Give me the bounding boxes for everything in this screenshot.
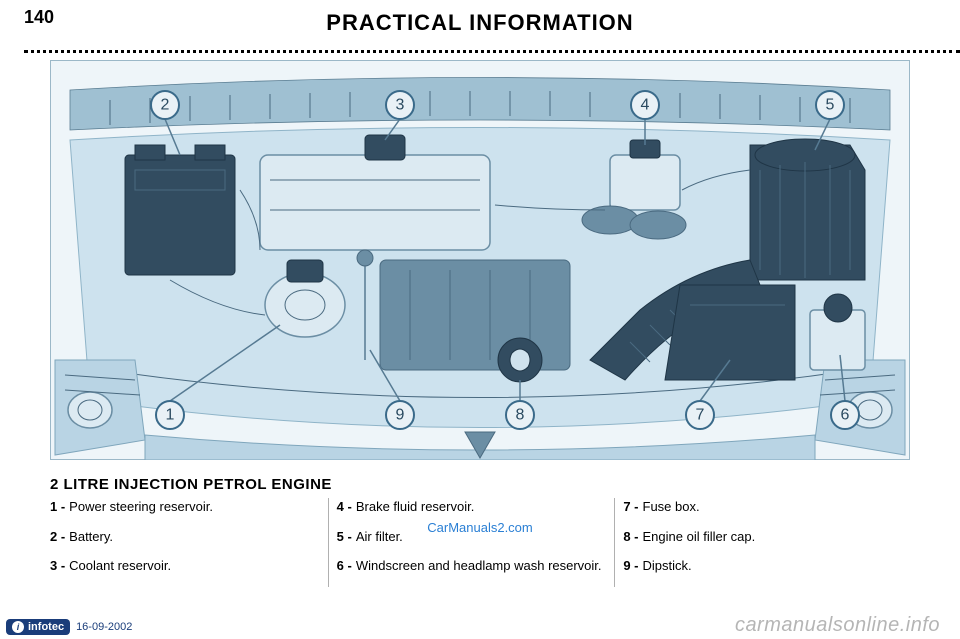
divider-dotted <box>24 50 960 53</box>
part-air-filter <box>750 139 865 280</box>
callout-7: 7 <box>686 401 714 429</box>
svg-text:3: 3 <box>396 97 405 114</box>
legend-col-2: 4 -Brake fluid reservoir. 5 -Air filter.… <box>337 498 624 587</box>
watermark-bottom: carmanualsonline.info <box>735 614 940 637</box>
headlamp-left <box>55 360 145 455</box>
legend-columns: 1 -Power steering reservoir. 2 -Battery.… <box>50 498 910 587</box>
legend-item: 2 -Battery. <box>50 528 319 546</box>
svg-text:8: 8 <box>516 407 525 424</box>
legend-item: 6 -Windscreen and headlamp wash reservoi… <box>337 557 606 575</box>
callout-1: 1 <box>156 401 184 429</box>
callout-2: 2 <box>151 91 179 119</box>
svg-text:9: 9 <box>396 407 405 424</box>
callout-6: 6 <box>831 401 859 429</box>
legend-item: 7 -Fuse box. <box>623 498 892 516</box>
legend-item: 4 -Brake fluid reservoir. <box>337 498 606 516</box>
legend-item: 3 -Coolant reservoir. <box>50 557 319 575</box>
legend-item: 1 -Power steering reservoir. <box>50 498 319 516</box>
legend-col-1: 1 -Power steering reservoir. 2 -Battery.… <box>50 498 337 587</box>
svg-text:2: 2 <box>161 97 170 114</box>
callout-9: 9 <box>386 401 414 429</box>
legend-item: 9 -Dipstick. <box>623 557 892 575</box>
chapter-title: PRACTICAL INFORMATION <box>0 10 960 36</box>
callout-8: 8 <box>506 401 534 429</box>
svg-text:6: 6 <box>841 407 850 424</box>
part-fuse-box <box>665 285 795 380</box>
section-title: 2 LITRE INJECTION PETROL ENGINE <box>50 476 332 493</box>
svg-text:7: 7 <box>696 407 705 424</box>
engine-diagram: 2 3 4 5 1 9 8 7 6 <box>50 60 910 460</box>
svg-text:5: 5 <box>826 97 835 114</box>
callout-4: 4 <box>631 91 659 119</box>
infotec-badge: i infotec <box>6 619 70 635</box>
callout-5: 5 <box>816 91 844 119</box>
legend-col-3: 7 -Fuse box. 8 -Engine oil filler cap. 9… <box>623 498 910 587</box>
footer: i infotec 16-09-2002 <box>6 619 132 635</box>
legend-item: 5 -Air filter. <box>337 528 606 546</box>
legend-item: 8 -Engine oil filler cap. <box>623 528 892 546</box>
callout-3: 3 <box>386 91 414 119</box>
svg-text:4: 4 <box>641 97 650 114</box>
headlamp-right <box>815 360 905 455</box>
footer-date: 16-09-2002 <box>76 621 132 633</box>
svg-text:1: 1 <box>166 407 175 424</box>
info-icon: i <box>12 621 24 633</box>
part-oil-cap <box>498 338 542 382</box>
part-battery <box>125 145 235 275</box>
